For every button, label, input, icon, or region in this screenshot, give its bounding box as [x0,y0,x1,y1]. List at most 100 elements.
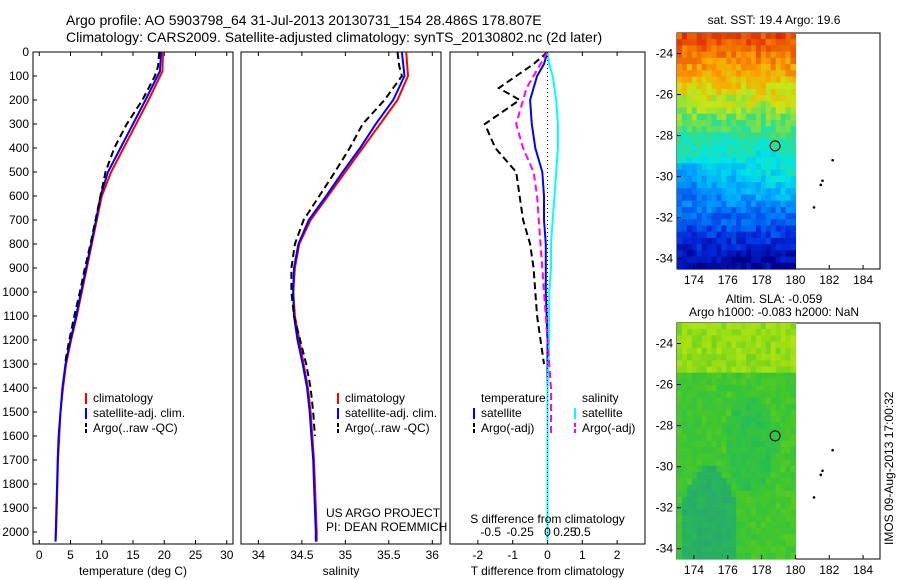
sst-heat-cell [726,33,732,40]
sst-heat-cell [716,95,722,102]
sst-heat-cell [696,119,703,127]
sst-heat-cell [755,126,762,133]
sla-heat-cell [711,465,717,473]
sst-heat-cell [755,256,762,264]
sst-heat-cell [691,101,698,109]
sst-heat-cell [760,76,767,84]
sst-heat-cell [716,200,722,208]
sst-heat-cell [677,188,683,196]
sst-heat-cell [711,175,717,183]
temperature-ytick-label: 1400 [2,381,29,395]
sla-heat-cell [701,552,708,560]
sla-heat-cell [746,391,752,399]
sst-heat-cell [677,237,683,245]
sst-heat-cell [760,39,767,46]
sst-heat-cell [691,169,698,177]
sla-heat-cell [755,472,762,479]
sst-heat-cell [746,107,752,115]
sst-heat-cell [716,151,722,158]
sst-heat-cell [681,200,688,208]
sla-heat-cell [721,416,727,423]
sst-heat-cell [711,51,717,59]
sst-heat-cell [691,57,698,65]
sst-heat-cell [696,70,703,78]
sst-heat-cell [780,182,787,189]
sst-heat-cell [681,206,688,214]
sla-heat-cell [701,509,708,517]
sst-heat-cell [716,219,722,227]
sla-heat-cell [790,540,796,548]
sla-heat-cell [751,484,757,492]
sst-heat-cell [721,95,727,102]
sst-heat-cell [780,231,787,239]
sla-heat-cell [751,366,757,374]
sst-heat-cell [765,95,772,102]
sst-heat-cell [701,157,708,164]
sst-heat-cell [746,95,752,102]
difference-xtick-label: -2 [473,548,484,562]
sst-heat-cell [760,144,767,152]
sst-heat-cell [706,138,713,146]
sst-heat-cell [775,64,782,71]
sst-heat-cell [701,175,708,183]
sst-heat-cell [701,138,708,146]
island-marker [812,496,816,499]
sst-heat-cell [780,51,787,59]
sla-heat-cell [716,441,722,448]
sst-heat-cell [751,113,757,121]
sla-heat-cell [721,341,727,349]
sla-heat-cell [677,397,683,405]
sst-xtick-label: 182 [819,273,839,287]
sst-heat-cell [706,144,713,152]
sst-heat-cell [701,213,708,220]
sst-heat-cell [741,113,747,121]
sst-heat-cell [721,256,727,264]
sst-heat-cell [736,182,742,189]
sla-heat-cell [681,416,688,423]
sst-heat-cell [751,188,757,196]
sla-heat-cell [790,509,796,517]
sla-heat-cell [741,416,747,423]
sla-heat-cell [790,472,796,479]
sst-heat-cell [696,206,703,214]
diff-temperature-legend-label: Argo(-adj) [481,421,534,435]
sla-heat-cell [716,521,722,529]
temperature-ytick-label: 400 [9,141,29,155]
sla-heat-cell [691,472,698,479]
temperature-legend-label: climatology [93,391,153,405]
sst-heat-cell [681,138,688,146]
sst-heat-cell [741,39,747,46]
sla-heat-cell [721,521,727,529]
difference-xtick-label: 0 [544,548,551,562]
sla-heat-cell [677,490,683,498]
sla-heat-cell [736,341,742,349]
sst-heat-cell [726,132,732,140]
sla-heat-cell [691,403,698,411]
sst-heat-cell [785,39,791,46]
sst-heat-cell [780,132,787,140]
sla-heat-cell [681,409,688,417]
sst-heat-cell [681,88,688,96]
temperature-xtick-label: 10 [95,548,109,562]
sla-heat-cell [686,534,693,541]
sla-heat-cell [711,323,717,330]
sst-heat-cell [736,138,742,146]
sla-heat-cell [785,341,791,349]
sla-heat-cell [780,509,787,517]
sla-heat-cell [736,478,742,486]
sla-heat-cell [711,422,717,430]
sla-heat-cell [746,360,752,368]
sst-heat-cell [765,200,772,208]
sla-heat-cell [726,329,732,336]
sst-heat-cell [790,126,796,133]
sla-heat-cell [770,478,777,486]
sla-heat-cell [711,472,717,479]
sst-heat-cell [716,182,722,189]
sla-heat-cell [755,527,762,535]
sla-heat-cell [760,459,767,467]
sst-heat-cell [765,107,772,115]
sst-heat-cell [790,256,796,264]
sla-heat-cell [706,484,713,492]
sst-heat-cell [686,70,693,78]
island-marker [812,206,816,209]
